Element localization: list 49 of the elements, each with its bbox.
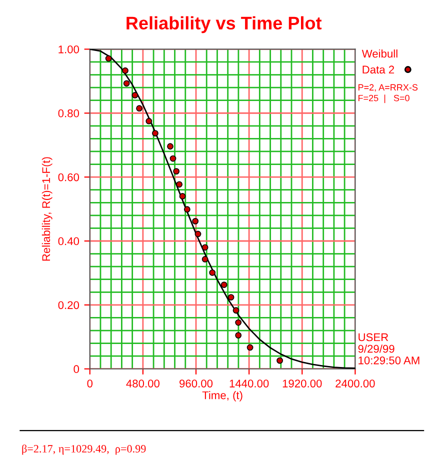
y-tick-label: 1.00 xyxy=(58,45,80,54)
point xyxy=(173,168,180,175)
y-tick-label: 0.80 xyxy=(58,109,80,118)
point xyxy=(122,67,128,74)
point xyxy=(123,80,130,87)
x-tick-label: 1440.00 xyxy=(230,380,269,388)
x-tick-label: 2400.00 xyxy=(336,380,375,388)
line-series xyxy=(90,49,356,369)
legend-title: Weibull xyxy=(362,49,398,58)
point xyxy=(232,307,240,314)
y-tick-label: 0.20 xyxy=(58,301,80,310)
text: β=2.17, η=1029.49, ρ=0.99 xyxy=(22,444,146,455)
text: 9/29/99 xyxy=(358,344,394,353)
text: USER xyxy=(358,333,388,342)
point xyxy=(228,294,234,300)
x-tick-label: 0 xyxy=(87,380,93,388)
point xyxy=(179,193,186,200)
point xyxy=(194,230,202,238)
x-axis-title: Time, (t) xyxy=(202,391,242,402)
legend-label: Data 2 xyxy=(362,66,394,74)
text: P=2, A=RRX-S xyxy=(358,84,418,92)
point xyxy=(202,256,208,262)
point xyxy=(246,344,254,351)
point xyxy=(209,269,216,276)
point xyxy=(167,143,174,150)
point xyxy=(276,357,283,364)
text: 10:29:50 AM xyxy=(358,356,420,364)
point xyxy=(235,332,242,339)
point xyxy=(220,282,228,288)
y-tick-label: 0.60 xyxy=(58,173,80,182)
point xyxy=(136,105,142,112)
point xyxy=(132,92,138,98)
y-axis-title: Reliability, R(t)=1-F(t) xyxy=(42,157,52,261)
y-tick-label: 0.40 xyxy=(58,237,80,246)
point xyxy=(184,206,190,213)
point xyxy=(105,55,112,62)
x-tick-label: 480.00 xyxy=(126,380,160,388)
chart-title: Reliability vs Time Plot xyxy=(126,16,322,34)
text: F=25 | S=0 xyxy=(358,94,410,104)
point xyxy=(176,181,182,188)
x-tick-label: 960.00 xyxy=(180,380,213,388)
point xyxy=(202,244,208,251)
point xyxy=(152,130,158,136)
point xyxy=(170,155,176,162)
point xyxy=(192,218,199,224)
y-tick-label: 0 xyxy=(74,365,80,374)
x-tick-label: 1920.00 xyxy=(282,380,322,388)
point xyxy=(146,118,152,124)
point xyxy=(235,319,242,326)
